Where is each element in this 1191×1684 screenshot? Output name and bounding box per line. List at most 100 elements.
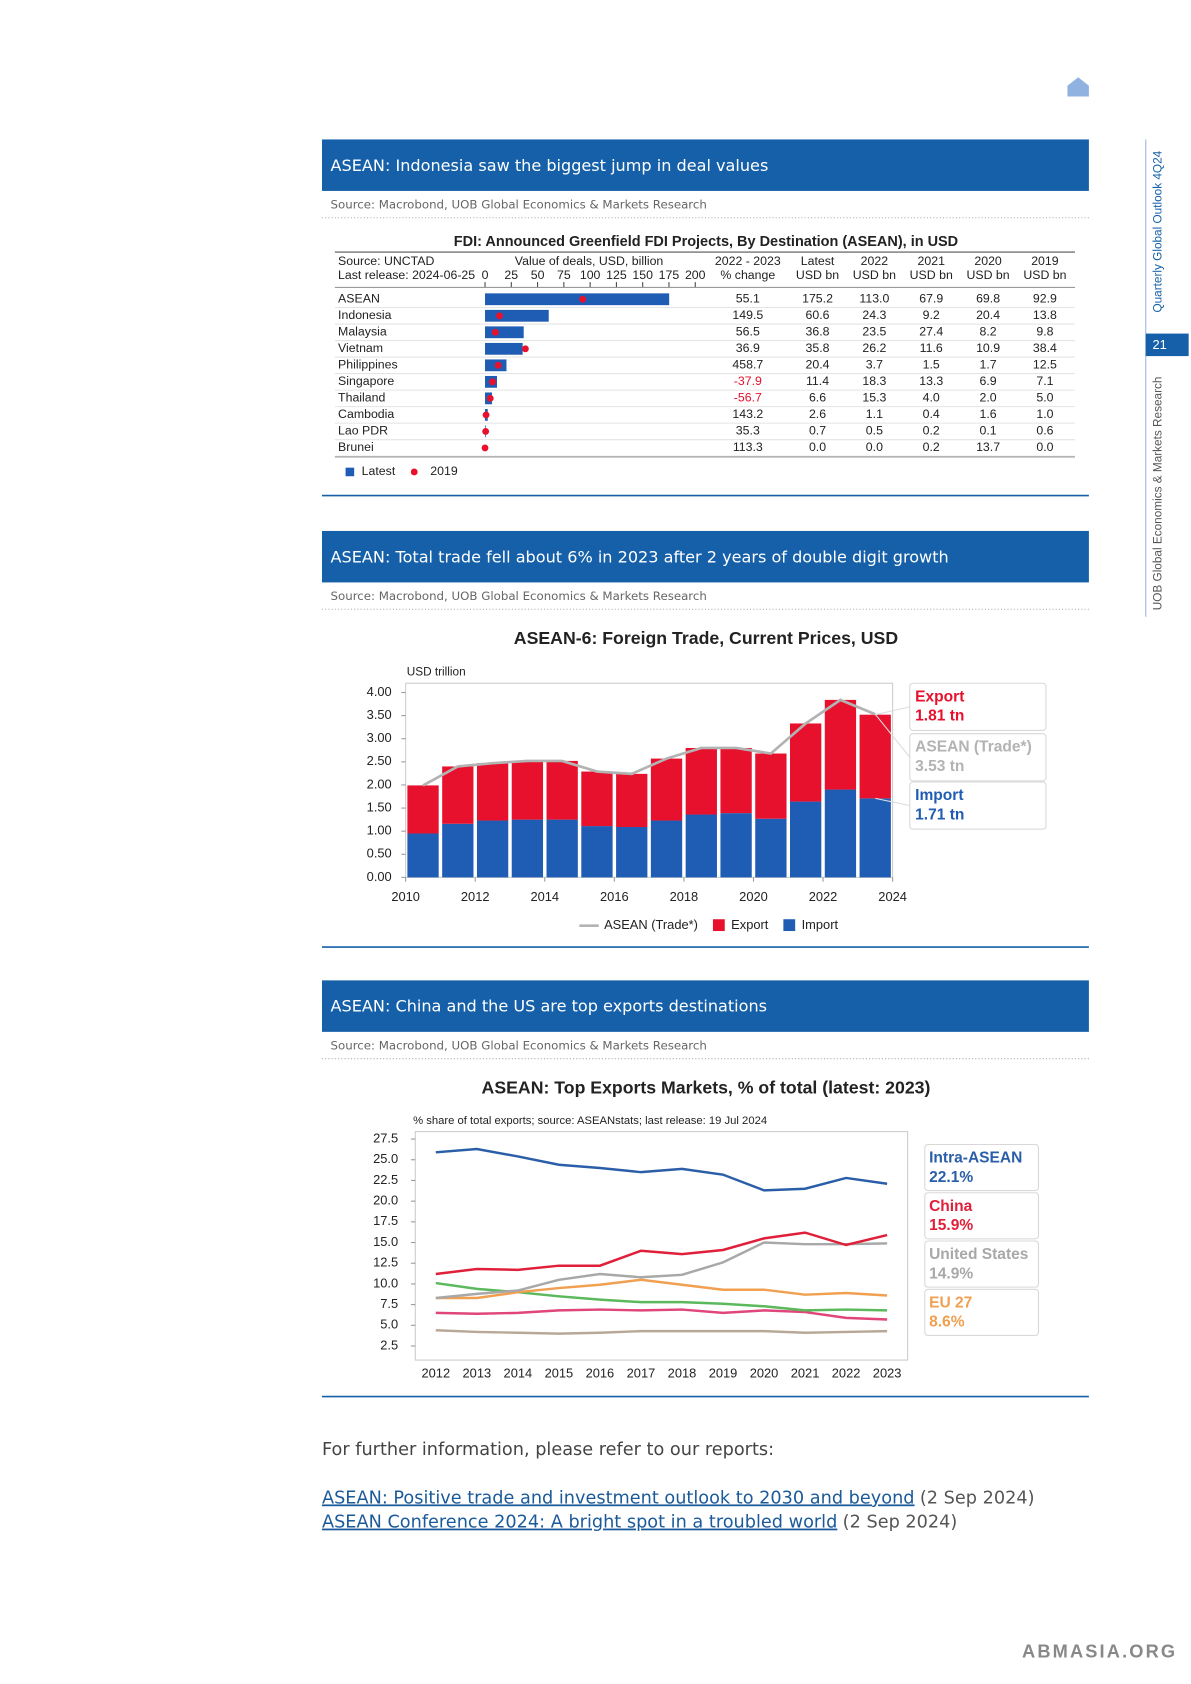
y-tick-label: 1.50 <box>367 799 392 814</box>
table-value: 0.0 <box>1036 440 1053 454</box>
table-value: 36.8 <box>806 325 830 339</box>
y-tick-label: 3.00 <box>367 730 392 745</box>
report-date: (2 Sep 2024) <box>920 1488 1035 1508</box>
table-value: 4.0 <box>923 391 940 405</box>
dot <box>486 394 494 402</box>
end-label-name: China <box>929 1198 973 1215</box>
end-label-name: United States <box>929 1246 1029 1263</box>
series-line <box>435 1147 888 1192</box>
column-unit: USD bn <box>796 268 839 282</box>
table-value: 0.7 <box>809 424 826 438</box>
bar <box>485 342 523 355</box>
bar-segment <box>546 819 578 878</box>
column-unit: USD bn <box>910 268 953 282</box>
report-link[interactable]: ASEAN Conference 2024: A bright spot in … <box>322 1513 837 1533</box>
bar-segment <box>685 814 717 878</box>
table-value: 11.4 <box>806 374 829 388</box>
bar-segment <box>824 789 857 878</box>
table-value: 69.8 <box>976 292 1000 306</box>
x-tick-label: 2014 <box>504 1365 533 1380</box>
y-tick-label: 17.5 <box>373 1213 398 1228</box>
bar-segment <box>755 753 787 819</box>
table-value: 12.5 <box>1033 358 1057 372</box>
table-value: 2.0 <box>980 391 997 405</box>
bar-segment <box>616 827 648 878</box>
table-value: 56.5 <box>736 325 760 339</box>
x-tick-label: 2012 <box>461 889 490 904</box>
section-title: ASEAN: Total trade fell about 6% in 2023… <box>331 547 949 566</box>
y-tick-label: 25.0 <box>373 1151 398 1166</box>
end-label-value: 1.71 tn <box>915 806 964 823</box>
axis-label: Value of deals, USD, billion <box>515 254 664 268</box>
chart-title: FDI: Announced Greenfield FDI Projects, … <box>454 234 958 250</box>
table-value: -56.7 <box>734 391 762 405</box>
table-value: 8.2 <box>980 325 997 339</box>
end-label-box <box>924 1288 1040 1336</box>
table-value: 5.0 <box>1036 391 1053 405</box>
dot <box>491 328 499 336</box>
legend-label: 2019 <box>430 464 458 478</box>
connector <box>875 797 910 807</box>
table-value: 3.7 <box>866 358 883 372</box>
column-header: 2019 <box>1031 254 1059 268</box>
category-label: Indonesia <box>338 308 392 322</box>
end-label-value: 22.1% <box>929 1169 973 1186</box>
legend-swatch <box>712 919 725 932</box>
table-value: -37.9 <box>734 374 762 388</box>
x-tick-label: 2010 <box>391 889 420 904</box>
y-tick-label: 5.0 <box>380 1317 398 1332</box>
publication: Quarterly Global Outlook 4Q24 <box>1152 150 1165 312</box>
table-value: 6.9 <box>980 374 997 388</box>
x-tick-label: 2023 <box>873 1365 902 1380</box>
table-value: 0.2 <box>923 424 940 438</box>
legend-label: ASEAN (Trade*) <box>604 917 698 932</box>
footer-intro: For further information, please refer to… <box>322 1440 774 1460</box>
table-value: 0.6 <box>1036 424 1053 438</box>
bar-segment <box>442 823 474 878</box>
y-tick-label: 27.5 <box>373 1130 398 1145</box>
x-tick-label: 175 <box>659 268 680 282</box>
y-tick-label: 7.5 <box>380 1296 398 1311</box>
table-value: 113.3 <box>733 440 763 454</box>
table-value: 13.3 <box>919 374 943 388</box>
column-header: 2021 <box>918 254 946 268</box>
category-label: Thailand <box>338 391 385 405</box>
bar-segment <box>859 798 891 878</box>
table-value: 0.0 <box>866 440 883 454</box>
home-icon[interactable] <box>1067 77 1089 97</box>
category-label: Philippines <box>338 358 398 372</box>
bar-segment <box>685 747 717 815</box>
table-value: 9.8 <box>1036 325 1053 339</box>
legend-label: Export <box>731 917 769 932</box>
bar-segment <box>720 813 752 878</box>
report-link[interactable]: ASEAN: Positive trade and investment out… <box>322 1488 915 1508</box>
table-value: 60.6 <box>806 308 830 322</box>
section-header <box>321 530 1089 583</box>
bar-segment <box>442 766 474 824</box>
category-label: Malaysia <box>338 325 387 339</box>
dot <box>521 345 529 353</box>
y-axis-label: USD trillion <box>407 666 466 679</box>
table-value: 6.6 <box>809 391 826 405</box>
y-tick-label: 0.50 <box>367 846 392 861</box>
table-value: 458.7 <box>732 358 763 372</box>
bar-segment <box>476 763 509 821</box>
column-unit: USD bn <box>1023 268 1066 282</box>
x-tick-label: 25 <box>504 268 518 282</box>
dot <box>489 378 496 386</box>
table-value: 27.4 <box>919 325 943 339</box>
bar-segment <box>407 785 439 834</box>
table-value: 26.2 <box>862 341 886 355</box>
y-tick-label: 15.0 <box>373 1234 398 1249</box>
x-tick-label: 100 <box>580 268 601 282</box>
category-label: Vietnam <box>338 341 383 355</box>
plot-frame <box>414 1131 909 1361</box>
bar-segment <box>511 819 544 878</box>
x-tick-label: 2018 <box>668 1365 697 1380</box>
bar-segment <box>790 723 822 802</box>
bar-segment <box>546 760 578 820</box>
bar-segment <box>824 699 857 790</box>
table-value: 113.0 <box>859 292 889 306</box>
end-label-value: 14.9% <box>929 1265 973 1282</box>
table-value: 36.9 <box>736 341 760 355</box>
